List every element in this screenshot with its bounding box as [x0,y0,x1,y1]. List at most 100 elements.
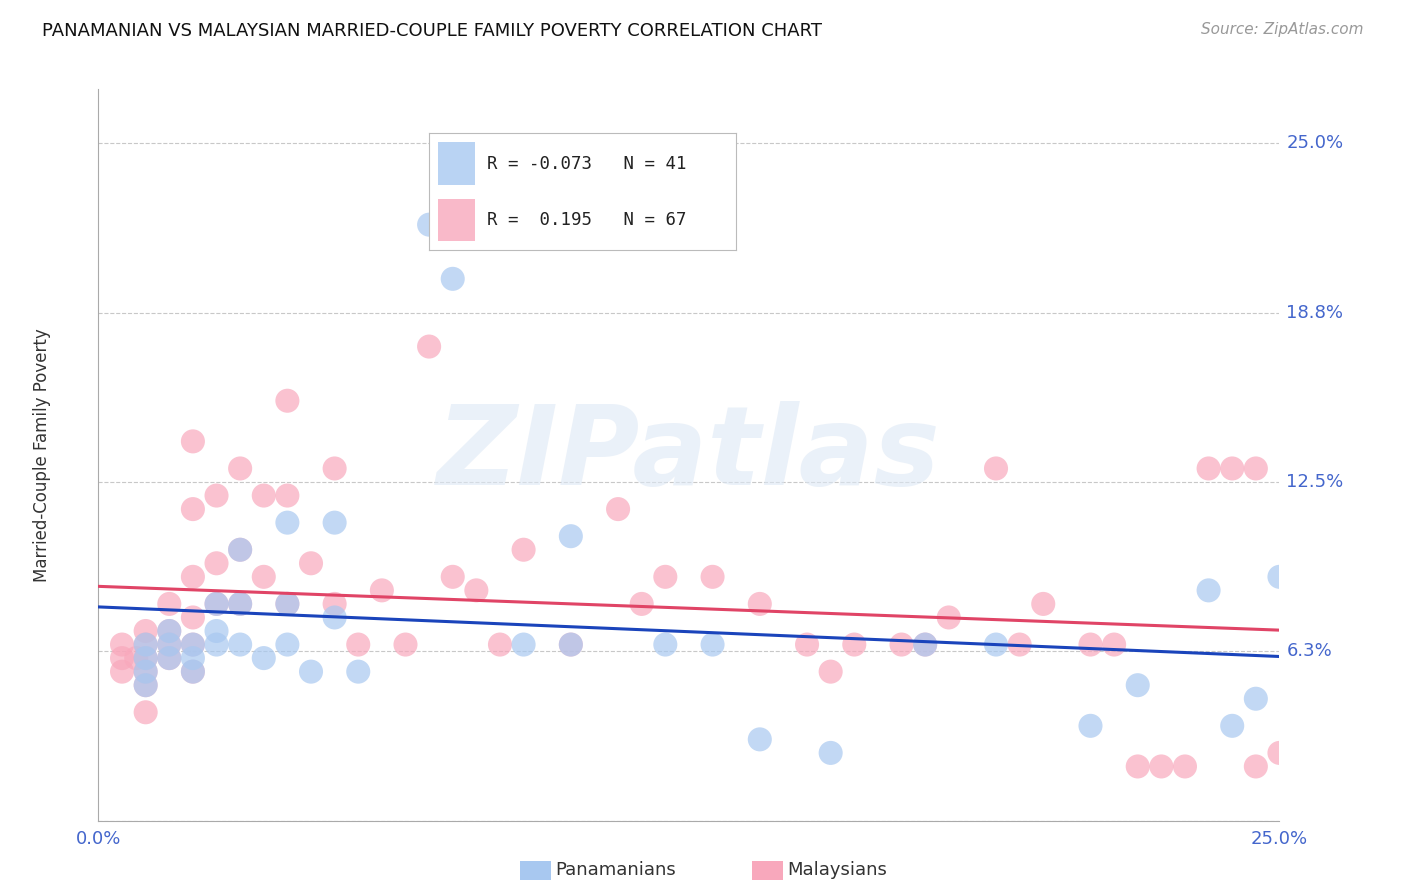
Point [205,597,228,611]
Text: Source: ZipAtlas.com: Source: ZipAtlas.com [1201,22,1364,37]
Point [984,461,1007,475]
Point [394,638,416,652]
Point [181,610,204,624]
Point [157,638,180,652]
Point [560,638,582,652]
Point [276,638,298,652]
Point [135,665,157,679]
Point [205,624,228,638]
Text: R = -0.073   N = 41: R = -0.073 N = 41 [488,154,688,172]
Point [796,638,818,652]
Point [1080,719,1102,733]
Point [323,461,346,475]
Point [229,461,252,475]
Point [938,610,960,624]
Point [1126,759,1149,773]
Text: Panamanians: Panamanians [555,861,676,879]
Text: 12.5%: 12.5% [1286,473,1344,491]
Point [135,651,157,665]
Point [560,638,582,652]
Point [135,678,157,692]
Point [748,597,770,611]
Point [347,638,370,652]
Point [890,638,912,652]
Point [229,597,252,611]
Text: Married-Couple Family Poverty: Married-Couple Family Poverty [34,328,51,582]
Point [1198,583,1220,598]
Point [1008,638,1031,652]
Point [157,624,180,638]
Point [253,651,276,665]
Point [157,651,180,665]
Point [299,556,322,570]
Text: 0.0%: 0.0% [76,830,121,847]
Point [135,638,157,652]
Point [276,393,298,408]
Text: PANAMANIAN VS MALAYSIAN MARRIED-COUPLE FAMILY POVERTY CORRELATION CHART: PANAMANIAN VS MALAYSIAN MARRIED-COUPLE F… [42,22,823,40]
Point [135,638,157,652]
Point [299,665,322,679]
Point [418,340,440,354]
Point [1268,746,1291,760]
Point [181,502,204,516]
Point [702,638,724,652]
Point [560,529,582,543]
Point [1198,461,1220,475]
Point [135,624,157,638]
Point [1220,461,1243,475]
Point [489,638,512,652]
Bar [439,143,475,185]
Point [181,570,204,584]
Text: ZIPatlas: ZIPatlas [437,401,941,508]
Point [157,597,180,611]
Point [205,556,228,570]
Point [181,651,204,665]
Point [844,638,866,652]
Point [371,583,394,598]
Text: 6.3%: 6.3% [1286,642,1333,660]
Point [1126,678,1149,692]
Point [512,542,534,557]
Point [125,651,148,665]
Point [1244,461,1267,475]
Point [984,638,1007,652]
Point [1080,638,1102,652]
Point [135,706,157,720]
Point [748,732,770,747]
Text: Malaysians: Malaysians [787,861,887,879]
Point [914,638,936,652]
Point [157,638,180,652]
Text: R =  0.195   N = 67: R = 0.195 N = 67 [488,211,688,228]
Point [914,638,936,652]
Point [111,651,134,665]
Point [465,583,488,598]
Point [205,489,228,503]
Point [441,272,464,286]
Point [157,651,180,665]
Point [135,678,157,692]
Point [418,218,440,232]
Point [111,638,134,652]
Point [276,489,298,503]
Text: 25.0%: 25.0% [1251,830,1308,847]
Point [276,597,298,611]
Point [820,746,842,760]
Point [229,638,252,652]
Point [512,638,534,652]
Point [181,665,204,679]
Point [135,651,157,665]
Point [157,624,180,638]
Point [1102,638,1125,652]
Point [323,516,346,530]
Point [1150,759,1173,773]
Point [205,638,228,652]
Text: 18.8%: 18.8% [1286,303,1344,322]
Point [630,597,652,611]
Point [347,665,370,679]
Point [181,638,204,652]
Point [181,434,204,449]
Text: 25.0%: 25.0% [1286,135,1344,153]
Point [1244,759,1267,773]
Point [607,502,630,516]
Point [276,597,298,611]
